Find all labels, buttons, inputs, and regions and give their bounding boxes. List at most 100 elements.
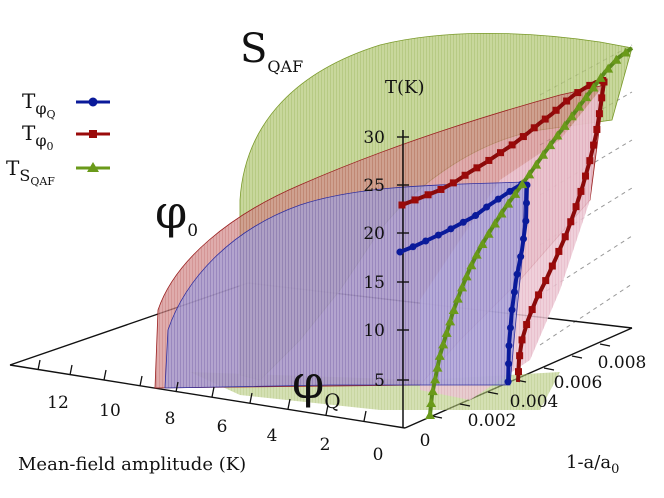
series-marker <box>535 291 543 299</box>
series-marker <box>411 196 419 204</box>
series-marker <box>595 72 606 82</box>
x-tick-label: 4 <box>267 426 278 446</box>
z-tick-label: 10 <box>363 321 385 341</box>
label-s-qaf: SQAF <box>240 26 303 76</box>
y-axis <box>431 343 611 419</box>
x-tick-label: 12 <box>47 393 69 413</box>
series-marker <box>582 172 590 180</box>
series-marker <box>566 111 577 121</box>
series-marker <box>396 248 404 256</box>
series-marker <box>531 159 542 169</box>
x-tick-label: 10 <box>99 401 121 421</box>
series-marker <box>489 218 500 228</box>
series-marker <box>506 324 514 332</box>
z-tick-label: 25 <box>363 176 385 196</box>
series-marker <box>459 218 467 226</box>
series-marker <box>518 336 526 344</box>
series-marker <box>505 360 513 368</box>
series-marker <box>517 253 525 261</box>
legend-entry-t-phi-0: Tφ0 <box>22 121 110 153</box>
series-marker <box>559 120 570 130</box>
series-marker <box>449 179 457 187</box>
x-tick-label: 8 <box>165 409 176 429</box>
series-marker <box>538 149 549 159</box>
series-marker <box>503 198 514 208</box>
series-marker <box>523 321 531 329</box>
series-marker <box>611 54 622 64</box>
series-marker <box>567 218 575 226</box>
z-tick-label: 15 <box>363 273 385 293</box>
series-marker <box>574 89 582 97</box>
series-marker <box>398 201 406 209</box>
series-markers <box>396 47 631 419</box>
series-marker <box>477 239 488 249</box>
series-marker <box>422 237 430 245</box>
series-marker <box>505 342 513 350</box>
x-tick-label: 0 <box>373 445 384 465</box>
series-marker <box>432 362 443 372</box>
series-marker <box>555 247 563 255</box>
legend-marker-square <box>89 130 97 138</box>
series-marker <box>457 282 468 292</box>
svg-text:TφQ: TφQ <box>22 89 56 121</box>
series-marker <box>471 249 482 259</box>
z-tick-label: 5 <box>374 371 385 391</box>
series-marker <box>425 410 435 419</box>
z-axis-title: T(K) <box>385 77 425 98</box>
series-marker <box>430 374 441 384</box>
series-marker <box>545 140 556 150</box>
series-marker <box>508 141 516 149</box>
legend-marker-circle <box>88 97 98 107</box>
x-axis-title: Mean-field amplitude (K) <box>18 454 246 475</box>
svg-text:Tφ0: Tφ0 <box>22 121 54 153</box>
series-marker <box>586 81 594 89</box>
series-marker <box>522 199 530 207</box>
series-marker <box>581 92 592 102</box>
series-marker <box>593 125 601 133</box>
series-marker <box>552 130 563 140</box>
legend: TφQ Tφ0 TSQAF <box>6 89 110 188</box>
legend-entry-t-phi-q: TφQ <box>22 89 110 121</box>
series-marker <box>494 195 502 203</box>
y-tick-label: 0.006 <box>554 373 603 393</box>
series-marker <box>530 124 538 132</box>
series-marker <box>510 188 521 198</box>
series-marker <box>600 78 608 86</box>
series-marker <box>452 293 463 303</box>
series-marker <box>595 110 603 118</box>
series-marker <box>496 149 504 157</box>
series-marker <box>496 208 507 218</box>
series-marker <box>427 386 438 396</box>
series-marker <box>524 169 535 179</box>
series-marker <box>508 306 516 314</box>
series-marker <box>461 171 469 179</box>
series-marker <box>441 327 452 337</box>
series-marker <box>577 187 585 195</box>
series-marker <box>516 352 524 360</box>
series-marker <box>620 47 631 57</box>
series-marker <box>590 141 598 149</box>
series-marker <box>572 203 580 211</box>
series-marker <box>573 101 584 111</box>
series-marker <box>519 235 527 243</box>
z-tick-label: 20 <box>363 224 385 244</box>
series-marker <box>603 63 614 73</box>
series-marker <box>434 350 445 360</box>
z-axis: 5 10 15 20 25 30 T(K) <box>363 77 425 428</box>
series-marker <box>561 233 569 241</box>
z-tick-label: 30 <box>363 128 385 148</box>
y-tick-label: 0 <box>420 431 431 451</box>
y-tick-label: 0.008 <box>598 353 647 373</box>
series-marker <box>434 231 442 239</box>
y-tick-label: 0.004 <box>510 392 559 412</box>
series-marker <box>552 106 560 114</box>
x-tick-label: 6 <box>217 417 228 437</box>
series-marker <box>542 277 550 285</box>
series-marker <box>466 260 477 270</box>
series-marker <box>598 94 606 102</box>
series-marker <box>514 368 522 376</box>
y-axis-title: 1-a/a0 <box>566 452 619 477</box>
series-marker <box>522 217 530 225</box>
